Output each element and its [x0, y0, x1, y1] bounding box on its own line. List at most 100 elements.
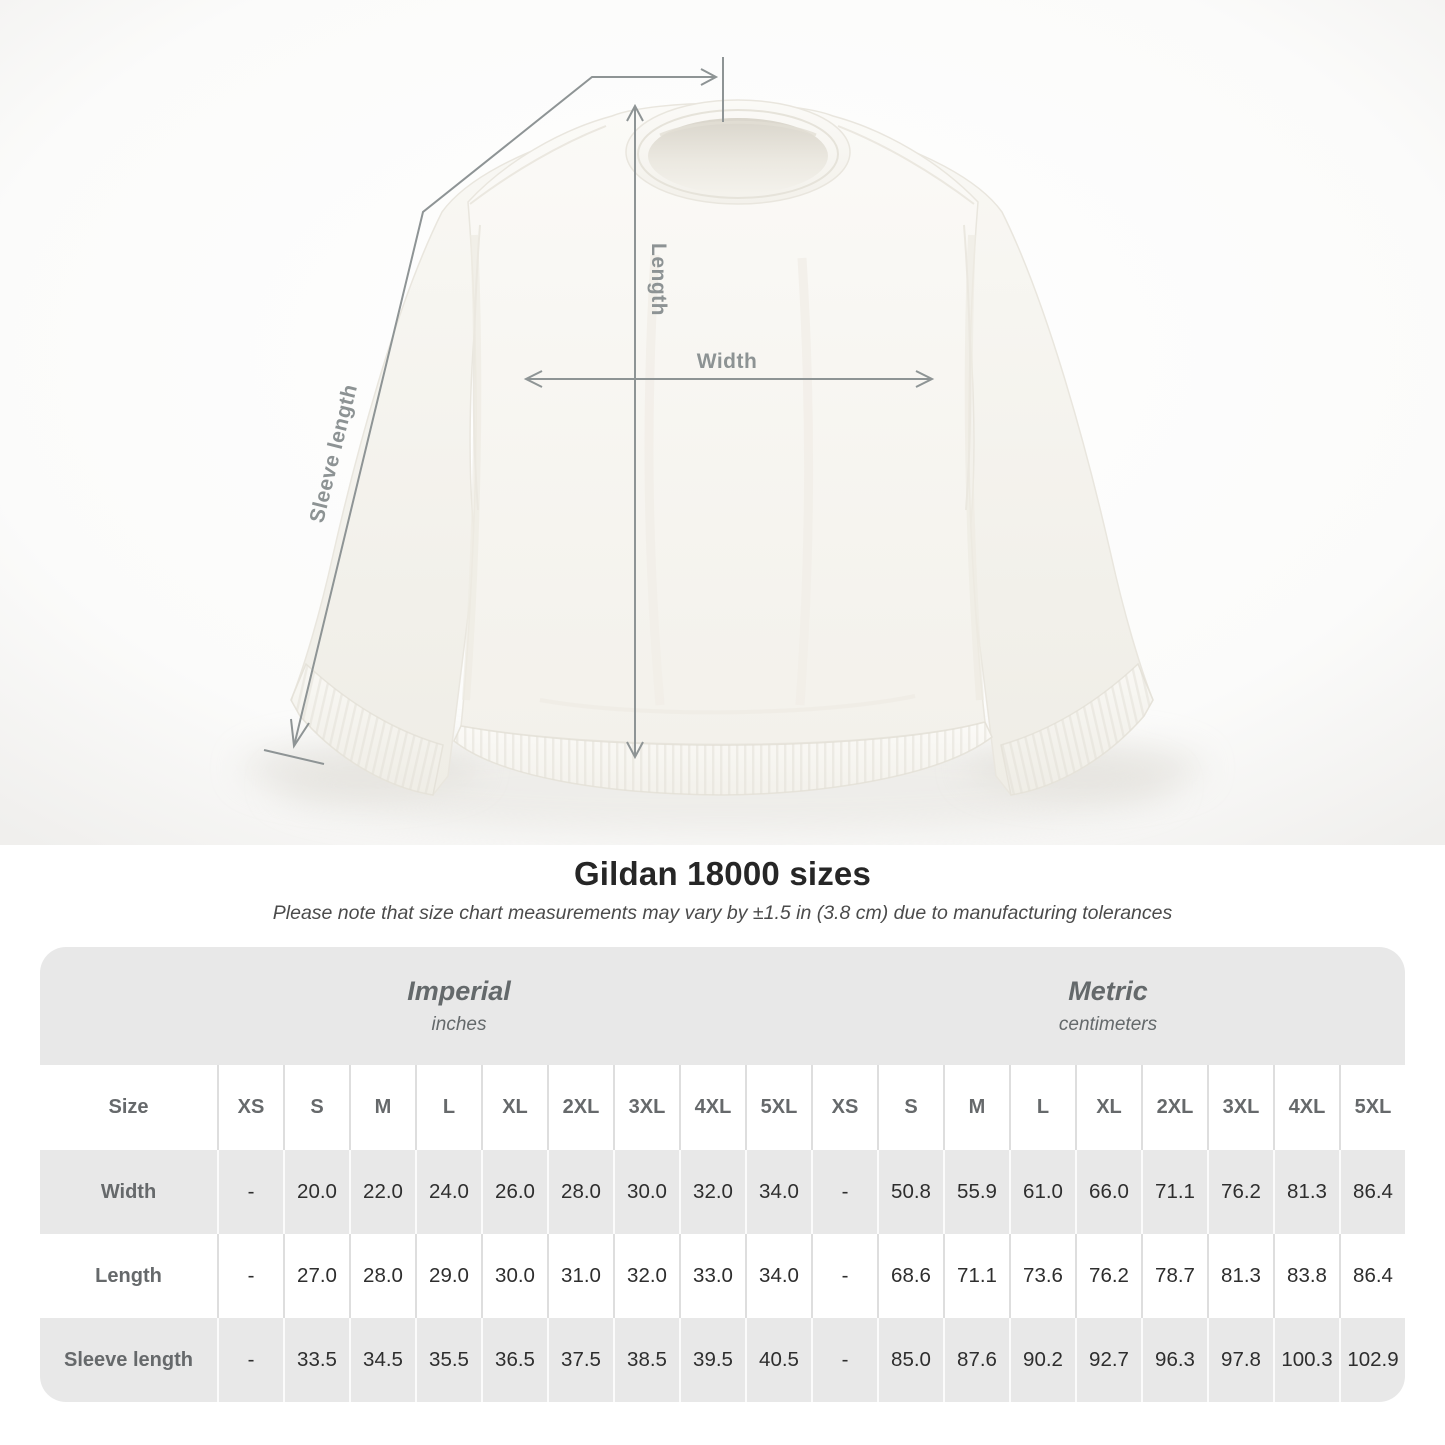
unit-group-label: Imperial: [407, 976, 511, 1006]
value-sleeve-length-col13: 92.7: [1075, 1318, 1141, 1402]
size-column-header-metric-3xl: 3XL: [1207, 1065, 1273, 1150]
size-column-header-metric-s: S: [877, 1065, 943, 1150]
value-sleeve-length-col1: 33.5: [283, 1318, 349, 1402]
value-width-col1: 20.0: [283, 1150, 349, 1234]
size-column-header-metric-xl: XL: [1075, 1065, 1141, 1150]
value-sleeve-length-col2: 34.5: [349, 1318, 415, 1402]
value-width-col14: 71.1: [1141, 1150, 1207, 1234]
value-width-col15: 76.2: [1207, 1150, 1273, 1234]
hem-band-rib: [454, 722, 992, 795]
size-column-header-imperial-xl: XL: [481, 1065, 547, 1150]
value-length-col10: 68.6: [877, 1234, 943, 1318]
value-sleeve-length-col16: 100.3: [1273, 1318, 1339, 1402]
value-sleeve-length-col11: 87.6: [943, 1318, 1009, 1402]
size-column-header-imperial-4xl: 4XL: [679, 1065, 745, 1150]
size-column-header-imperial-2xl: 2XL: [547, 1065, 613, 1150]
value-length-col9: -: [811, 1234, 877, 1318]
value-sleeve-length-col5: 37.5: [547, 1318, 613, 1402]
size-table: Imperial inches Metric centimeters Size XS S M L…: [40, 947, 1405, 1402]
value-length-col16: 83.8: [1273, 1234, 1339, 1318]
value-sleeve-length-col10: 85.0: [877, 1318, 943, 1402]
unit-group-unit: inches: [431, 1014, 487, 1035]
value-sleeve-length-col7: 39.5: [679, 1318, 745, 1402]
row-label-sleeve-length: Sleeve length: [40, 1318, 217, 1402]
value-width-col6: 30.0: [613, 1150, 679, 1234]
value-width-col17: 86.4: [1339, 1150, 1405, 1234]
row-label-width: Width: [40, 1150, 217, 1234]
length-label: Length: [647, 243, 670, 316]
value-length-col12: 73.6: [1009, 1234, 1075, 1318]
value-sleeve-length-col15: 97.8: [1207, 1318, 1273, 1402]
size-column-header-metric-l: L: [1009, 1065, 1075, 1150]
value-width-col12: 61.0: [1009, 1150, 1075, 1234]
sweatshirt-illustration: [290, 99, 1154, 796]
unit-group-header-metric: Metric centimeters: [811, 947, 1405, 1065]
value-width-col4: 26.0: [481, 1150, 547, 1234]
value-length-col13: 76.2: [1075, 1234, 1141, 1318]
value-sleeve-length-col4: 36.5: [481, 1318, 547, 1402]
sleeve-leader-arrow: [700, 68, 719, 86]
size-corner-label: Size: [40, 1065, 217, 1150]
value-length-col2: 28.0: [349, 1234, 415, 1318]
value-sleeve-length-col3: 35.5: [415, 1318, 481, 1402]
value-width-col7: 32.0: [679, 1150, 745, 1234]
value-length-col11: 71.1: [943, 1234, 1009, 1318]
size-column-header-imperial-l: L: [415, 1065, 481, 1150]
value-width-col10: 50.8: [877, 1150, 943, 1234]
left-cuff-rib: [291, 664, 443, 795]
value-width-col11: 55.9: [943, 1150, 1009, 1234]
size-column-header-imperial-5xl: 5XL: [745, 1065, 811, 1150]
unit-group-header-imperial: Imperial inches: [217, 947, 811, 1065]
size-column-header-metric-5xl: 5XL: [1339, 1065, 1405, 1150]
value-length-col8: 34.0: [745, 1234, 811, 1318]
value-sleeve-length-col0: -: [217, 1318, 283, 1402]
size-column-header-imperial-m: M: [349, 1065, 415, 1150]
value-length-col0: -: [217, 1234, 283, 1318]
width-left-arrow: [523, 370, 543, 388]
value-width-col3: 24.0: [415, 1150, 481, 1234]
value-width-col9: -: [811, 1150, 877, 1234]
value-length-col15: 81.3: [1207, 1234, 1273, 1318]
unit-group-inner: Metric centimeters: [1059, 976, 1157, 1036]
size-column-header-imperial-xs: XS: [217, 1065, 283, 1150]
size-column-header-imperial-3xl: 3XL: [613, 1065, 679, 1150]
value-sleeve-length-col8: 40.5: [745, 1318, 811, 1402]
value-sleeve-length-col6: 38.5: [613, 1318, 679, 1402]
sleeve-measure-line: [293, 76, 716, 747]
value-sleeve-length-col12: 90.2: [1009, 1318, 1075, 1402]
value-sleeve-length-col14: 96.3: [1141, 1318, 1207, 1402]
table-corner-spacer: [40, 947, 217, 1065]
width-label: Width: [697, 350, 758, 373]
value-width-col2: 22.0: [349, 1150, 415, 1234]
value-length-col1: 27.0: [283, 1234, 349, 1318]
value-width-col5: 28.0: [547, 1150, 613, 1234]
value-sleeve-length-col17: 102.9: [1339, 1318, 1405, 1402]
value-width-col13: 66.0: [1075, 1150, 1141, 1234]
size-column-header-metric-m: M: [943, 1065, 1009, 1150]
value-length-col5: 31.0: [547, 1234, 613, 1318]
value-length-col4: 30.0: [481, 1234, 547, 1318]
row-label-length: Length: [40, 1234, 217, 1318]
value-width-col8: 34.0: [745, 1150, 811, 1234]
right-cuff-rib: [1001, 664, 1153, 795]
length-bottom-arrow: [626, 741, 644, 760]
product-photo-section: Length Width Sleeve length: [0, 0, 1445, 845]
size-column-header-imperial-s: S: [283, 1065, 349, 1150]
value-sleeve-length-col9: -: [811, 1318, 877, 1402]
tolerance-note: Please note that size chart measurements…: [272, 902, 1173, 924]
size-column-header-metric-xs: XS: [811, 1065, 877, 1150]
value-width-col16: 81.3: [1273, 1150, 1339, 1234]
sleeve-end-tick: [263, 749, 325, 765]
value-length-col7: 33.0: [679, 1234, 745, 1318]
measurement-lines: [263, 57, 935, 765]
value-width-col0: -: [217, 1150, 283, 1234]
fabric-folds: [462, 125, 984, 715]
width-right-arrow: [915, 370, 935, 388]
size-column-header-metric-2xl: 2XL: [1141, 1065, 1207, 1150]
value-length-col3: 29.0: [415, 1234, 481, 1318]
unit-group-inner: Imperial inches: [407, 976, 511, 1036]
collar: [625, 99, 851, 205]
unit-group-label: Metric: [1068, 976, 1148, 1006]
value-length-col17: 86.4: [1339, 1234, 1405, 1318]
sleeve-end-arrow: [290, 718, 310, 749]
